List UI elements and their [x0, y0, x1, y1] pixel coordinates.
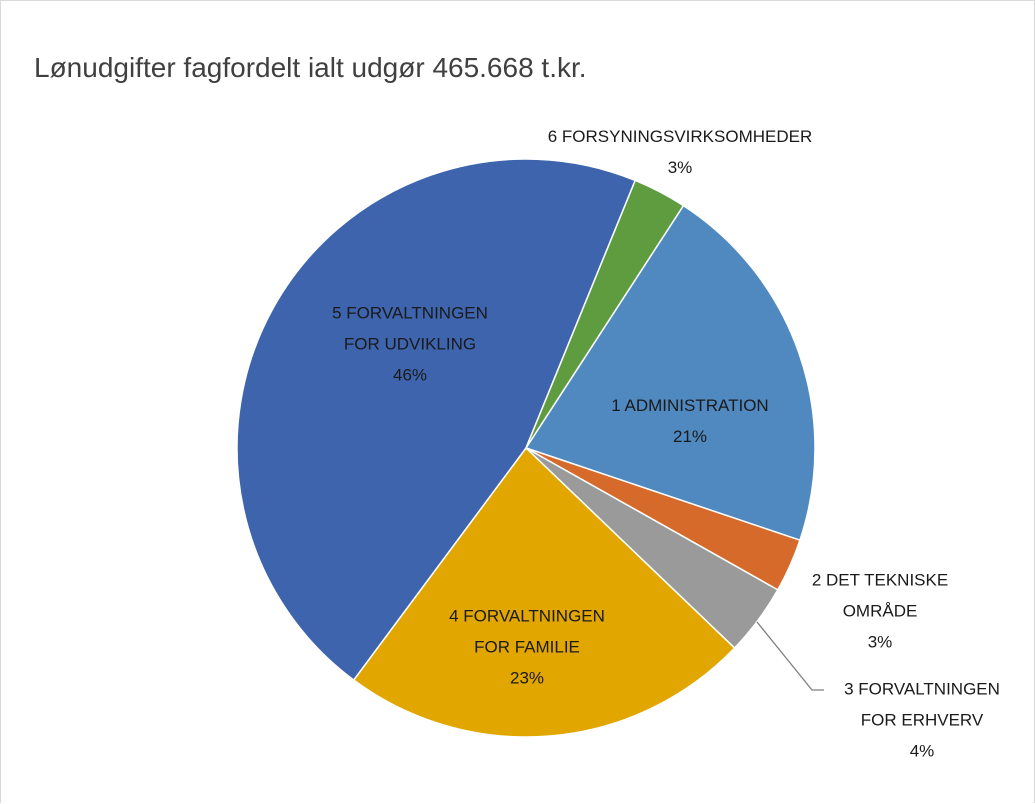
value-label: 21% — [672, 427, 708, 446]
leader-line — [756, 621, 824, 691]
category-label: 4 FORVALTNINGEN FOR FAMILIE — [449, 606, 605, 657]
category-label: 2 DET TEKNISKE OMRÅDE — [811, 570, 949, 621]
data-label: 4 FORVALTNINGEN FOR FAMILIE 23% — [447, 601, 607, 694]
data-label: 6 FORSYNINGSVIRKSOMHEDER 3% — [530, 121, 830, 183]
pie-slice — [524, 204, 816, 542]
category-label: 1 ADMINISTRATION — [611, 396, 769, 415]
value-label: 46% — [392, 365, 428, 385]
pie-slice — [236, 158, 637, 682]
category-label: 6 FORSYNINGSVIRKSOMHEDER — [547, 127, 813, 146]
value-label: 3% — [867, 632, 893, 652]
data-label: 1 ADMINISTRATION 21% — [565, 390, 815, 452]
value-label: 3% — [667, 158, 693, 177]
data-label: 5 FORVALTNINGEN FOR UDVIKLING 46% — [330, 298, 490, 391]
value-label: 4% — [909, 741, 935, 761]
pie-slice — [525, 179, 685, 449]
category-label: 3 FORVALTNINGEN FOR ERHVERV — [844, 679, 1000, 730]
data-label: 3 FORVALTNINGEN FOR ERHVERV 4% — [842, 674, 1002, 767]
category-label: 5 FORVALTNINGEN FOR UDVIKLING — [332, 303, 488, 354]
value-label: 23% — [509, 668, 545, 688]
chart-title: Lønudgifter fagfordelt ialt udgør 465.66… — [34, 52, 587, 83]
data-label: 2 DET TEKNISKE OMRÅDE 3% — [805, 565, 955, 658]
pie-slice — [352, 446, 736, 738]
